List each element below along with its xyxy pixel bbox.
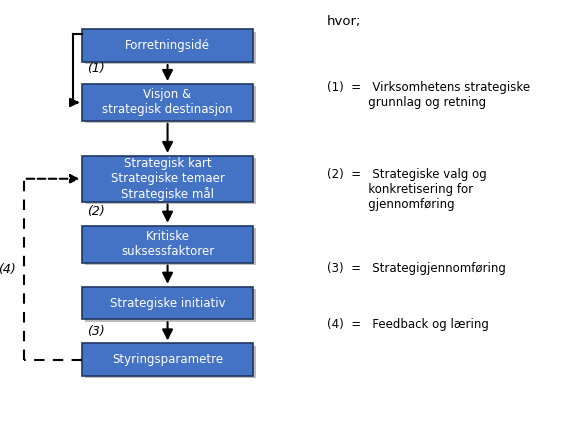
Text: Strategiske initiativ: Strategiske initiativ (110, 296, 225, 310)
FancyBboxPatch shape (85, 289, 256, 322)
Text: hvor;: hvor; (327, 15, 361, 28)
Text: Visjon &
strategisk destinasjon: Visjon & strategisk destinasjon (102, 89, 233, 116)
FancyBboxPatch shape (85, 228, 256, 265)
FancyBboxPatch shape (82, 30, 253, 62)
Text: Strategisk kart
Strategiske temaer
Strategiske mål: Strategisk kart Strategiske temaer Strat… (111, 157, 224, 201)
Text: (2): (2) (86, 205, 105, 218)
Text: (1)  =   Virksomhetens strategiske
           grunnlag og retning: (1) = Virksomhetens strategiske grunnlag… (327, 81, 530, 109)
FancyBboxPatch shape (85, 345, 256, 378)
Text: (3)  =   Strategigjennomføring: (3) = Strategigjennomføring (327, 262, 506, 275)
FancyBboxPatch shape (85, 86, 256, 123)
Text: (4)  =   Feedback og læring: (4) = Feedback og læring (327, 318, 488, 331)
Text: Kritiske
suksessfaktorer: Kritiske suksessfaktorer (121, 230, 214, 258)
FancyBboxPatch shape (82, 226, 253, 262)
Text: Forretningsidé: Forretningsidé (125, 39, 210, 52)
Text: (4): (4) (0, 263, 16, 276)
FancyBboxPatch shape (85, 158, 256, 204)
FancyBboxPatch shape (82, 287, 253, 319)
Text: (1): (1) (86, 61, 105, 75)
FancyBboxPatch shape (85, 32, 256, 64)
Text: Styringsparametre: Styringsparametre (112, 353, 223, 366)
FancyBboxPatch shape (82, 84, 253, 121)
FancyBboxPatch shape (82, 344, 253, 376)
FancyBboxPatch shape (82, 156, 253, 201)
Text: (2)  =   Strategiske valg og
           konkretisering for
           gjennomfør: (2) = Strategiske valg og konkretisering… (327, 168, 486, 211)
Text: (3): (3) (86, 325, 105, 338)
